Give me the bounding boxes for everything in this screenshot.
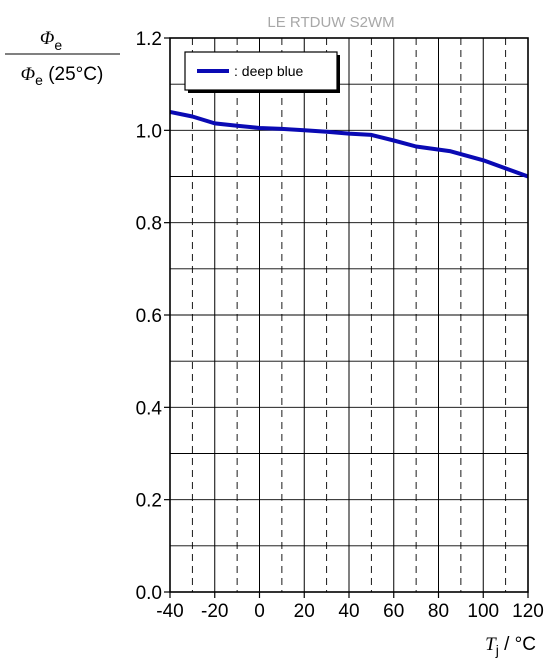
y-tick-label: 0.0 bbox=[136, 583, 162, 604]
plot-frame bbox=[164, 37, 529, 598]
x-axis-label: Tj / °C bbox=[485, 634, 536, 658]
x-tick-label: 20 bbox=[294, 601, 315, 622]
x-label-symbol: T bbox=[485, 634, 497, 655]
x-tick-label: -20 bbox=[201, 601, 228, 622]
x-tick-label: 0 bbox=[254, 601, 265, 622]
y-tick-label: 0.2 bbox=[136, 491, 162, 512]
x-tick-label: 120 bbox=[512, 601, 544, 622]
chart-title: LE RTDUW S2WM bbox=[267, 14, 394, 31]
series-layer bbox=[169, 109, 529, 179]
y-num-sub: e bbox=[54, 37, 62, 53]
y-axis-label: Φe Φe (25°C) bbox=[5, 28, 120, 88]
x-tick-label: 60 bbox=[383, 601, 404, 622]
tick-labels: -40 -20 0 20 40 60 80 100 120 0.0 0.2 0.4 0.6 0.8 1.0 1… bbox=[136, 29, 544, 622]
series-line bbox=[169, 109, 529, 179]
x-tick-label: -40 bbox=[156, 601, 183, 622]
legend: : deep blue bbox=[184, 51, 340, 93]
grid bbox=[170, 38, 528, 592]
legend-label: : deep blue bbox=[234, 63, 303, 79]
y-tick-label: 0.6 bbox=[136, 306, 162, 327]
y-label-denominator: Φe (25°C) bbox=[21, 64, 104, 88]
x-label-unit: / °C bbox=[499, 634, 536, 655]
y-den-sub: e bbox=[35, 72, 43, 88]
y-tick-label: 1.2 bbox=[136, 29, 162, 50]
y-tick-label: 0.8 bbox=[136, 214, 162, 235]
y-tick-label: 0.4 bbox=[136, 398, 163, 419]
x-label-sub: j bbox=[495, 642, 499, 658]
x-tick-label: 100 bbox=[467, 601, 499, 622]
y-tick-label: 1.0 bbox=[136, 121, 162, 142]
x-tick-label: 40 bbox=[338, 601, 359, 622]
y-label-numerator: Φe bbox=[40, 28, 62, 53]
y-den-suffix: (25°C) bbox=[43, 64, 103, 85]
y-den-symbol: Φ bbox=[21, 64, 35, 85]
y-num-symbol: Φ bbox=[40, 28, 54, 49]
x-tick-label: 80 bbox=[428, 601, 449, 622]
